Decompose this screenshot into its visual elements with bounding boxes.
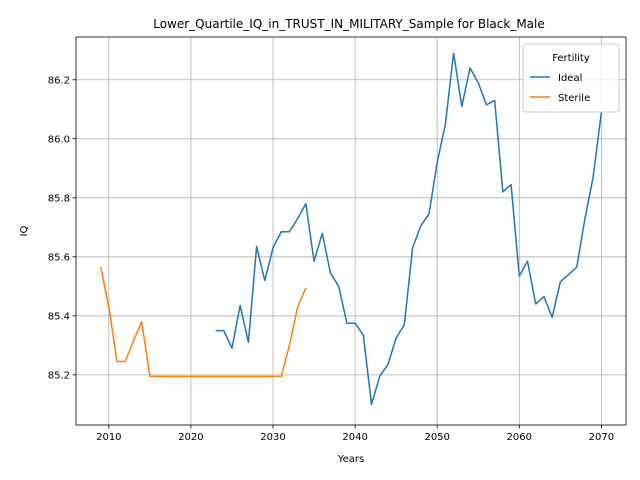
chart-title: Lower_Quartile_IQ_in_TRUST_IN_MILITARY_S… bbox=[153, 17, 545, 31]
x-tick-label: 2060 bbox=[507, 432, 532, 443]
legend-box bbox=[522, 43, 620, 113]
legend-label-ideal: Ideal bbox=[558, 73, 582, 84]
x-axis-label: Years bbox=[337, 454, 364, 465]
x-tick-label: 2030 bbox=[260, 432, 285, 443]
legend: Fertility Ideal Sterile bbox=[522, 43, 620, 113]
x-tick-label: 2010 bbox=[96, 432, 121, 443]
y-tick-label: 86.2 bbox=[48, 75, 70, 86]
y-axis: 85.2 85.4 85.6 85.8 86.0 86.2 bbox=[48, 75, 76, 381]
plot-frame bbox=[75, 36, 627, 426]
y-tick-label: 85.8 bbox=[48, 193, 70, 204]
legend-title: Fertility bbox=[552, 53, 590, 64]
legend-label-sterile: Sterile bbox=[558, 93, 590, 104]
x-tick-label: 2020 bbox=[178, 432, 203, 443]
x-tick-label: 2070 bbox=[589, 432, 614, 443]
x-tick-label: 2040 bbox=[342, 432, 367, 443]
y-tick-label: 86.0 bbox=[48, 134, 70, 145]
series-line-ideal bbox=[215, 52, 603, 406]
series-layer bbox=[99, 52, 603, 406]
y-axis-label: IQ bbox=[19, 225, 30, 236]
x-axis: 2010 2020 2030 2040 2050 2060 2070 bbox=[96, 425, 614, 443]
series-line-sterile bbox=[99, 266, 307, 378]
grid bbox=[76, 37, 626, 425]
y-tick-label: 85.6 bbox=[48, 252, 70, 263]
y-tick-label: 85.2 bbox=[48, 370, 70, 381]
x-tick-label: 2050 bbox=[424, 432, 449, 443]
y-tick-label: 85.4 bbox=[48, 311, 70, 322]
